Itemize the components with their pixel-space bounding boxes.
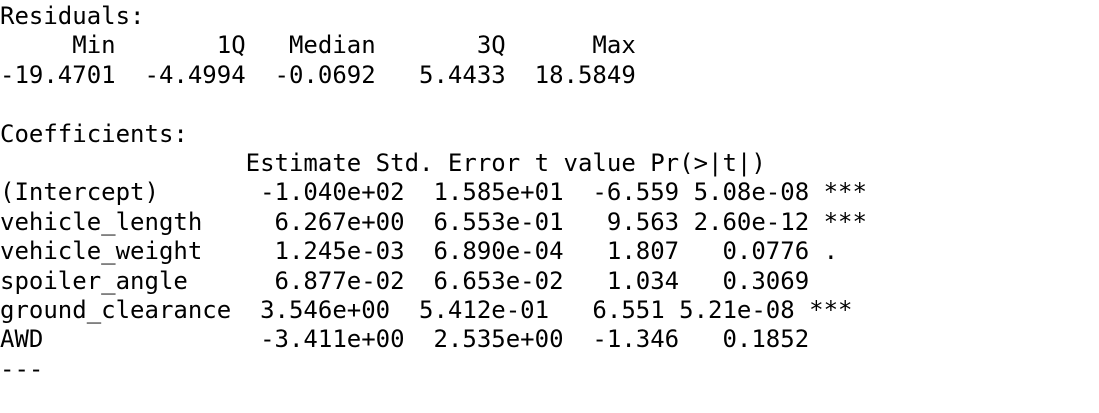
coef-row-intercept: (Intercept) -1.040e+02 1.585e+01 -6.559 … <box>0 178 867 207</box>
coefficients-title: Coefficients: <box>0 119 188 148</box>
coef-row-vehicle-weight: vehicle_weight 1.245e-03 6.890e-04 1.807… <box>0 237 867 266</box>
coef-row-vehicle-length: vehicle_length 6.267e+00 6.553e-01 9.563… <box>0 207 867 236</box>
blank-line <box>0 90 1099 119</box>
residuals-header: Min 1Q Median 3Q Max <box>0 31 651 60</box>
residuals-values: -19.4701 -4.4994 -0.0692 5.4433 18.5849 <box>0 60 651 89</box>
coef-row-ground-clearance: ground_clearance 3.546e+00 5.412e-01 6.5… <box>0 295 853 324</box>
residuals-title: Residuals: <box>0 2 145 30</box>
coefficients-header: Estimate Std. Error t value Pr(>|t|) <box>0 148 824 177</box>
coef-row-awd: AWD -3.411e+00 2.535e+00 -1.346 0.1852 <box>0 325 867 354</box>
coef-row-spoiler-angle: spoiler_angle 6.877e-02 6.653e-02 1.034 … <box>0 266 867 295</box>
separator-line: --- <box>0 354 44 383</box>
